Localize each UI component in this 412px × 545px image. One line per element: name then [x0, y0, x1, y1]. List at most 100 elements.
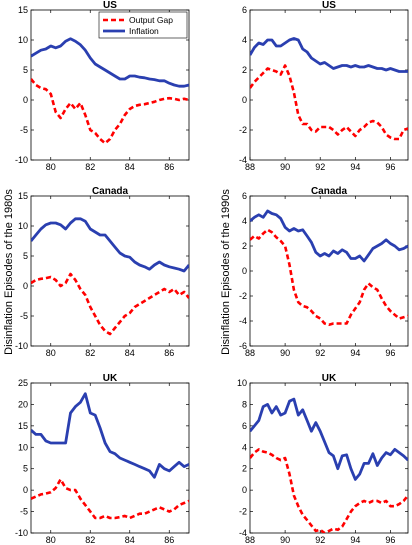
- x-tick-label: 82: [85, 348, 95, 358]
- x-tick-label: 84: [125, 162, 135, 172]
- y-tick-label: -2: [239, 507, 247, 517]
- panel-title: UK: [322, 373, 337, 384]
- x-tick-label: 92: [315, 535, 325, 545]
- y-tick-label: -4: [239, 528, 247, 538]
- y-tick-label: 0: [23, 281, 28, 291]
- y-tick-label: -10: [15, 528, 28, 538]
- y-tick-label: 4: [242, 35, 247, 45]
- inflation-line: [250, 397, 408, 481]
- chart-panel: 88 90 92 94 96 -4 -2 0 2 4 6 8 10 UK: [237, 373, 409, 545]
- y-tick-label: 25: [18, 378, 28, 388]
- legend-box: [98, 11, 188, 39]
- y-tick-label: 15: [18, 191, 28, 201]
- chart-panel: 80 82 84 86 -10 -5 0 5 10 15 Canada: [15, 186, 190, 358]
- x-tick-label: 88: [245, 162, 255, 172]
- y-tick-label: 10: [18, 442, 28, 452]
- y-tick-label: -4: [239, 155, 247, 165]
- y-tick-label: -10: [15, 155, 28, 165]
- y-tick-label: 2: [242, 464, 247, 474]
- x-tick-label: 82: [85, 535, 95, 545]
- output-gap-line: [31, 78, 189, 145]
- panel-title: US: [322, 0, 336, 11]
- x-tick-label: 96: [385, 348, 395, 358]
- inflation-line: [31, 217, 189, 273]
- plot-frame: [30, 195, 190, 347]
- x-tick-label: 94: [350, 162, 360, 172]
- x-tick-label: 94: [350, 348, 360, 358]
- y-tick-label: -10: [15, 341, 28, 351]
- x-tick-label: 80: [46, 162, 56, 172]
- left-y-axis-label: Disinflation Episodes of the 1980s: [3, 189, 15, 355]
- y-tick-label: -2: [239, 291, 247, 301]
- output-gap-line: [250, 228, 408, 327]
- y-tick-label: 0: [242, 485, 247, 495]
- inflation-line: [250, 209, 408, 263]
- x-tick-label: 92: [315, 348, 325, 358]
- y-tick-label: 5: [23, 464, 28, 474]
- y-tick-label: 5: [23, 251, 28, 261]
- y-tick-label: -6: [239, 341, 247, 351]
- output-gap-line: [250, 64, 408, 141]
- x-tick-label: 96: [385, 162, 395, 172]
- y-tick-label: -2: [239, 125, 247, 135]
- x-tick-label: 80: [46, 348, 56, 358]
- y-tick-label: 0: [23, 485, 28, 495]
- x-tick-label: 86: [164, 348, 174, 358]
- y-tick-label: 15: [18, 5, 28, 15]
- x-tick-label: 90: [280, 348, 290, 358]
- panel-title: Canada: [92, 186, 129, 197]
- x-tick-label: 94: [350, 535, 360, 545]
- panel-title: UK: [103, 373, 118, 384]
- y-tick-label: 4: [242, 216, 247, 226]
- panel-title: US: [103, 0, 117, 11]
- y-tick-label: 0: [242, 266, 247, 276]
- y-tick-label: 15: [18, 421, 28, 431]
- x-tick-label: 90: [280, 535, 290, 545]
- x-tick-label: 96: [385, 535, 395, 545]
- y-tick-label: 4: [242, 442, 247, 452]
- legend-label-inflation: Inflation: [129, 26, 159, 36]
- y-tick-label: -5: [20, 125, 28, 135]
- chart-panel: 80 82 84 86 -10 -5 0 5 10 15 20 25 UK: [15, 373, 190, 545]
- y-tick-label: 2: [242, 65, 247, 75]
- x-tick-label: 80: [46, 535, 56, 545]
- y-tick-label: -5: [20, 507, 28, 517]
- x-tick-label: 84: [125, 535, 135, 545]
- y-tick-label: 10: [237, 378, 247, 388]
- y-tick-label: 6: [242, 421, 247, 431]
- y-tick-label: -5: [20, 311, 28, 321]
- output-gap-line: [31, 478, 189, 520]
- y-tick-label: 6: [242, 5, 247, 15]
- chart-panel: 88 90 92 94 96 -6 -4 -2 0 2 4 6 Canada: [239, 186, 409, 358]
- plot-frame: [249, 195, 409, 347]
- x-tick-label: 88: [245, 535, 255, 545]
- y-tick-label: 0: [242, 95, 247, 105]
- legend-label-output-gap: Output Gap: [129, 15, 173, 25]
- y-tick-label: 10: [18, 35, 28, 45]
- y-tick-label: 0: [23, 95, 28, 105]
- inflation-line: [31, 37, 189, 88]
- plot-frame: [249, 9, 409, 161]
- x-tick-label: 84: [125, 348, 135, 358]
- y-tick-label: 10: [18, 221, 28, 231]
- x-tick-label: 88: [245, 348, 255, 358]
- y-tick-label: 8: [242, 399, 247, 409]
- y-tick-label: -4: [239, 316, 247, 326]
- x-tick-label: 86: [164, 162, 174, 172]
- y-tick-label: 5: [23, 65, 28, 75]
- plot-frame: [249, 382, 409, 534]
- x-tick-label: 86: [164, 535, 174, 545]
- output-gap-line: [31, 272, 189, 336]
- right-y-axis-label: Disinflation Episodes of the 1990s: [220, 189, 232, 355]
- x-tick-label: 92: [315, 162, 325, 172]
- inflation-line: [31, 392, 189, 479]
- output-gap-line: [250, 448, 408, 533]
- inflation-line: [250, 37, 408, 73]
- panel-title: Canada: [311, 186, 348, 197]
- chart-panel: 88 90 92 94 96 -4 -2 0 2 4 6 US: [239, 0, 409, 172]
- y-tick-label: 6: [242, 191, 247, 201]
